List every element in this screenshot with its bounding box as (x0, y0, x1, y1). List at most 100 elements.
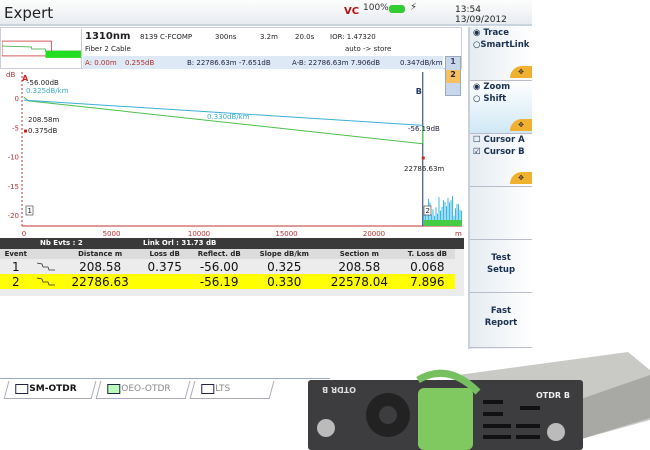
device-label-left: OTDR B (322, 385, 356, 394)
wavelength: 1310nm (85, 31, 130, 42)
event-1-loss: 0.375dB (28, 127, 57, 135)
table-row[interactable]: 1 208.58 0.375 -56.00 0.325 208.58 0.068 (0, 259, 455, 274)
trace-smartlink-button[interactable]: ◉ Trace ○SmartLink ✥ (470, 27, 532, 81)
fiber-name: Fiber 2 Cable (85, 45, 131, 53)
a-b-slope: 0.347dB/km (400, 59, 443, 67)
time: 13:54 (455, 5, 481, 15)
radio-trace[interactable]: ◉ Trace (470, 27, 532, 39)
table-cell: 2 (0, 274, 32, 289)
event-2-reflectance: -56.19dB (408, 125, 440, 133)
radio-zoom[interactable]: ◉ Zoom (470, 81, 532, 93)
event-2-distance: 22786.63m (404, 165, 444, 173)
a-b-readout: A-B: 22786.63m 7.906dB (292, 59, 380, 67)
test-setup-button[interactable]: Test Setup (470, 240, 532, 293)
device-label-right: OTDR B (536, 391, 570, 400)
y-tick-label: -15 (8, 183, 19, 191)
connector-cap (418, 388, 473, 450)
cursor-b-label: B (416, 87, 422, 96)
title-bar: Expert VC 100% ⚡ 13:54 13/09/2012 (0, 0, 532, 26)
otdr-trace-chart[interactable]: dB m 0 -5 -10 -15 -20 0 5000 10000 15000 20000 A B -56… (0, 70, 468, 238)
y-tick-label: 0 (15, 95, 19, 103)
event-type-icon (32, 259, 60, 274)
link-orl: Link Orl : 31.73 dB (143, 239, 216, 247)
event-2-marker (422, 157, 425, 160)
event-1-distance: 208.58m (28, 116, 59, 124)
clock: 13:54 13/09/2012 (455, 5, 532, 25)
softkey-panel: ◉ Trace ○SmartLink ✥ ◉ Zoom ○ Shift ✥ ☐ … (468, 27, 532, 349)
navigation-knob-icon: ✥ (510, 172, 532, 184)
module-name: 8139 C-FCOMP (140, 33, 192, 41)
table-cell: 0.375 (140, 259, 188, 274)
event-count: Nb Evts : 2 (40, 239, 83, 247)
column-header: Distance m (60, 249, 141, 259)
cursor-a-position: A: 0.00m (85, 59, 117, 67)
checkbox-cursor-b[interactable]: ☑ Cursor B (470, 146, 532, 158)
noise-floor-green (424, 220, 462, 226)
table-cell: 22786.63 (60, 274, 141, 289)
column-header: Slope dB/km (250, 249, 319, 259)
x-tick-label: 20000 (363, 230, 385, 238)
battery-level: 100% (363, 3, 389, 13)
y-tick-label: -20 (8, 212, 19, 220)
table-cell: 0.330 (250, 274, 319, 289)
column-header: Reflect. dB (189, 249, 250, 259)
y-tick-label: -5 (12, 124, 19, 132)
overview-thumbnail[interactable] (2, 29, 82, 68)
brand-logo: VC (344, 6, 359, 17)
table-cell: 7.896 (400, 274, 455, 289)
event-table: Nb Evts : 2 Link Orl : 31.73 dB Event Dis… (0, 238, 464, 296)
tab-oeo-otdr[interactable]: OEO-OTDR (96, 381, 191, 399)
table-row[interactable]: 2 22786.63 -56.19 0.330 22578.04 7.896 (0, 274, 455, 289)
oeo-icon (107, 384, 120, 394)
otdr-module-photo: OTDR B OTDR B (308, 340, 650, 450)
table-cell: 0.325 (250, 259, 319, 274)
resolution: 3.2m (260, 33, 278, 41)
navigation-knob-icon: ✥ (510, 119, 532, 131)
checkbox-cursor-a[interactable]: ☐ Cursor A (470, 134, 532, 146)
acq-time: 20.0s (295, 33, 314, 41)
otdr-trace-icon (15, 384, 28, 394)
event-2-flag-label: 2 (426, 207, 430, 215)
column-header: T. Loss dB (400, 249, 455, 259)
section-1-slope: 0.325dB/km (26, 87, 69, 95)
date: 13/09/2012 (455, 15, 507, 25)
tab-bar: SM-OTDR OEO-OTDR LTS (0, 378, 330, 400)
tab-lts[interactable]: LTS (190, 381, 275, 399)
event-1-reflectance: -56.00dB (27, 79, 59, 87)
table-cell: 22578.04 (319, 274, 400, 289)
zoom-shift-button[interactable]: ◉ Zoom ○ Shift ✥ (470, 81, 532, 134)
column-header (32, 249, 60, 259)
event-1-marker (24, 130, 27, 133)
y-tick-label: -10 (8, 154, 19, 162)
x-tick-label: 0 (22, 230, 26, 238)
battery-icon (389, 5, 405, 13)
trace-info-panel: 1310nm 8139 C-FCOMP 300ns 3.2m 20.0s IOR… (0, 27, 462, 69)
table-cell: 208.58 (319, 259, 400, 274)
column-header: Section m (319, 249, 400, 259)
cursor-a-level: 0.255dB (125, 59, 154, 67)
trace-1-button[interactable]: 1 (446, 57, 460, 70)
event-type-icon (32, 274, 60, 289)
pulse-width: 300ns (215, 33, 236, 41)
cursor-button[interactable]: ☐ Cursor A ☑ Cursor B ✥ (470, 134, 532, 187)
navigation-knob-icon: ✥ (510, 66, 532, 78)
cursor-b-readout: B: 22786.63m -7.651dB (187, 59, 271, 67)
ior: IOR: 1.47320 (330, 33, 376, 41)
tab-sm-otdr[interactable]: SM-OTDR (4, 381, 97, 399)
table-cell: 0.068 (400, 259, 455, 274)
radio-smartlink[interactable]: ○SmartLink (470, 39, 532, 51)
store-mode: auto -> store (345, 45, 391, 53)
page-title: Expert (4, 4, 53, 22)
power-plug-icon: ⚡ (410, 2, 417, 13)
event-1-flag-label: 1 (28, 207, 32, 215)
radio-shift[interactable]: ○ Shift (470, 93, 532, 105)
table-cell: 1 (0, 259, 32, 274)
y-axis-label: dB (6, 71, 15, 79)
column-header: Event (0, 249, 32, 259)
x-tick-label: 10000 (188, 230, 210, 238)
empty-softkey[interactable] (470, 187, 532, 240)
table-cell: -56.19 (189, 274, 250, 289)
cursor-readout: A: 0.00m 0.255dB B: 22786.63m -7.651dB A… (83, 56, 443, 69)
column-header: Loss dB (140, 249, 188, 259)
table-cell: -56.00 (189, 259, 250, 274)
